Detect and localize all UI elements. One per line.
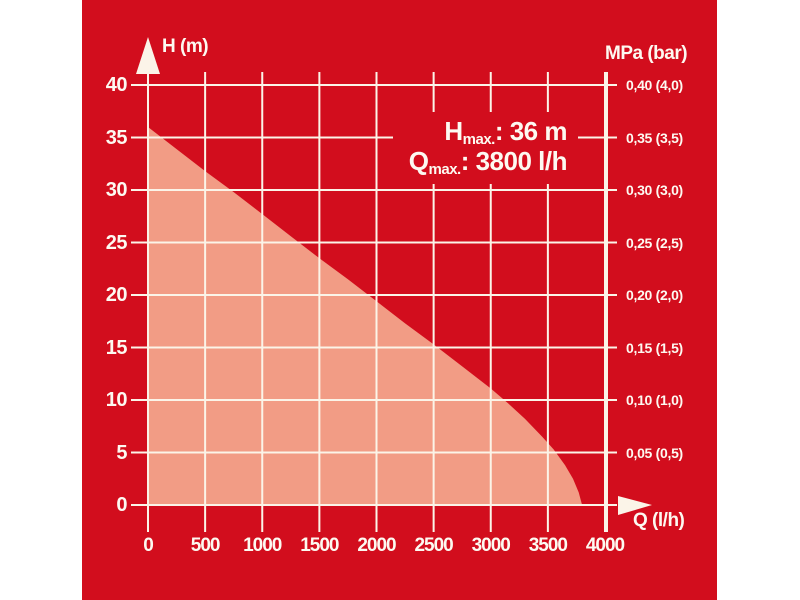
x-axis-tick-4000: 4000 [585,535,625,556]
y-axis-tick-10: 10 [105,389,128,411]
y-axis-tick-25: 25 [105,231,128,254]
y-axis-tick-20: 20 [105,284,128,306]
right-axis-title: MPa (bar) [605,43,688,64]
right-axis-tick-0,25: 0,25 (2,5) [626,234,683,251]
y-axis-tick-40: 40 [105,74,128,96]
x-axis-tick-2500: 2500 [414,535,453,556]
y-axis-tick-0: 0 [116,494,127,516]
left-axis-title: H (m) [162,36,209,57]
x-axis-arrow-icon [618,496,652,515]
x-axis-tick-1000: 1000 [243,535,282,556]
hmax-value: : 36 m [494,116,568,146]
x-axis-tick-2000: 2000 [357,535,396,556]
x-axis-tick-1500: 1500 [300,535,339,556]
qmax-value: : 3800 l/h [460,146,568,176]
y-axis-tick-30: 30 [105,179,128,201]
x-axis-tick-3500: 3500 [528,535,568,556]
right-axis-tick-0,35: 0,35 (3,5) [626,129,683,146]
right-axis-tick-0,30: 0,30 (3,0) [626,182,683,198]
qmax-annotation-line: Qmax.: 3800 l/h [408,146,568,178]
pump-specs-annotation: Hmax.: 36 m Qmax.: 3800 l/h [392,112,578,184]
right-axis-tick-0,10: 0,10 (1,0) [626,392,683,408]
x-axis-tick-500: 500 [190,535,221,556]
right-axis-tick-0,15: 0,15 (1,5) [626,339,683,356]
x-axis-tick-0: 0 [143,535,154,556]
hmax-symbol: H [444,116,463,146]
qmax-symbol: Q [408,146,429,176]
y-axis-tick-35: 35 [105,126,128,149]
y-axis-arrow-icon [136,37,160,74]
right-axis-tick-0,05: 0,05 (0,5) [626,444,683,461]
qmax-subscript: max. [428,161,462,178]
right-axis-tick-0,20: 0,20 (2,0) [626,287,683,303]
y-axis-tick-5: 5 [116,441,127,464]
pump-curve-area [148,127,583,505]
x-axis-tick-3000: 3000 [471,535,511,556]
right-axis-tick-0,40: 0,40 (4,0) [626,77,683,93]
hmax-subscript: max. [462,131,496,148]
y-axis-tick-15: 15 [105,336,128,359]
hmax-annotation-line: Hmax.: 36 m [409,116,568,148]
x-axis-title: Q (l/h) [633,510,685,531]
